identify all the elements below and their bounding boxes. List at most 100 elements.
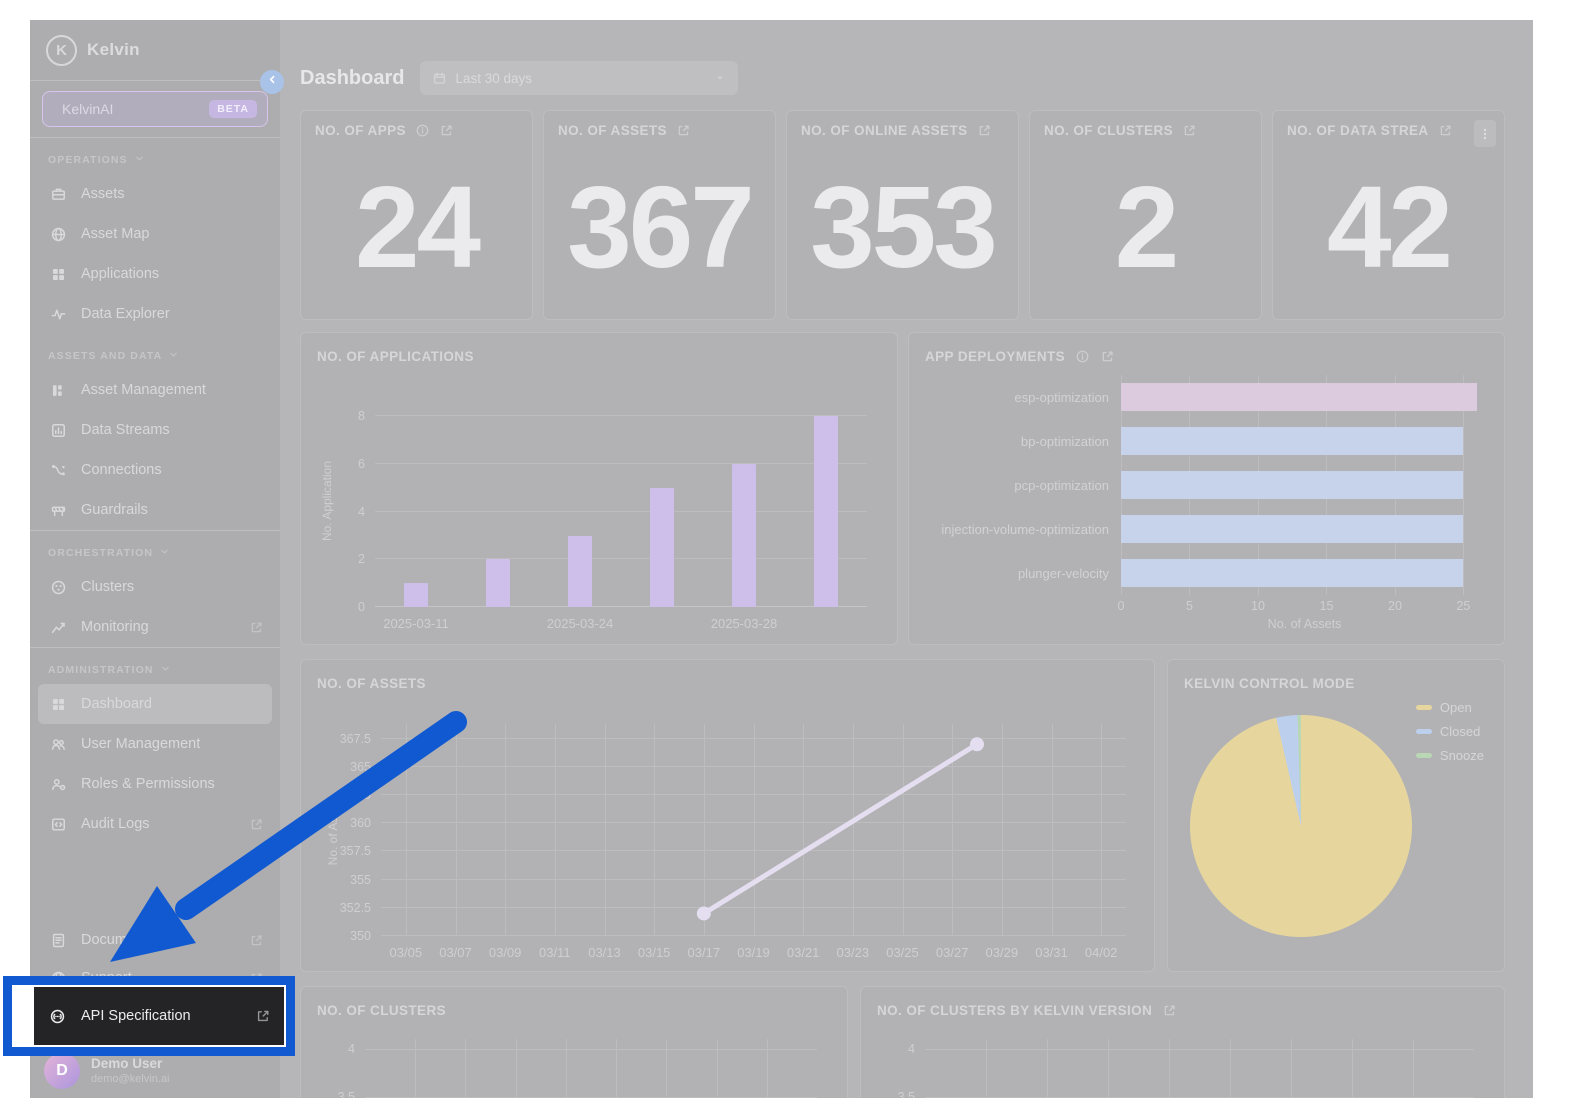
- external-link-icon[interactable]: [676, 123, 691, 138]
- stat-card-title-row: NO. OF CLUSTERS: [1044, 123, 1247, 138]
- api-specification-label: API Specification: [81, 1008, 191, 1024]
- section-title: ORCHESTRATION: [48, 547, 154, 559]
- sidebar-item-asset-management[interactable]: Asset Management: [38, 370, 272, 410]
- charts-row-1: NO. OF APPLICATIONS No. Application 8 6 4 2 0 2…: [300, 332, 1505, 645]
- sidebar-item-label: Clusters: [81, 579, 135, 595]
- y-tick-label: 3.5: [897, 1090, 915, 1098]
- sidebar-item-roles-permissions[interactable]: Roles & Permissions: [38, 764, 272, 804]
- info-icon[interactable]: [1075, 349, 1090, 364]
- asset-map-icon: [48, 224, 68, 244]
- sidebar-item-guardrails[interactable]: Guardrails: [38, 490, 272, 530]
- sidebar-item-api-specification[interactable]: API Specification: [34, 987, 284, 1045]
- deployment-label: pcp-optimization: [1014, 477, 1109, 493]
- assets-line-plot: No. of Assets 367.5 365 362.5 360 357.5 355 352…: [326, 724, 1126, 960]
- chevron-left-icon: [266, 73, 279, 91]
- gridline: [465, 1039, 467, 1098]
- no-of-clusters-by-kelvin-version-plot: 4 3.5: [898, 1039, 1474, 1098]
- kebab-menu-button[interactable]: [1474, 120, 1496, 147]
- x-tick-label: 0: [1117, 599, 1125, 613]
- sidebar-item-label: User Management: [81, 736, 201, 752]
- sidebar-item-label: Documentation: [81, 932, 179, 948]
- bar: [403, 583, 428, 607]
- sidebar-item-asset-map[interactable]: Asset Map: [38, 214, 272, 254]
- external-link-icon: [249, 817, 264, 832]
- user-menu[interactable]: D Demo User demo@kelvin.ai: [30, 1043, 280, 1098]
- y-tick-label: 3.5: [337, 1090, 355, 1098]
- sidebar-collapse-button[interactable]: [260, 70, 284, 94]
- user-email: demo@kelvin.ai: [91, 1072, 170, 1085]
- sidebar-item-applications[interactable]: Applications: [38, 254, 272, 294]
- gridline: [1108, 1039, 1109, 1098]
- chart-title: KELVIN CONTROL MODE: [1184, 675, 1355, 691]
- page-title: Dashboard: [300, 66, 405, 89]
- x-axis-ticks: 0 5 10 15 20 25: [1117, 595, 1484, 613]
- y-axis-label: No. of Assets: [326, 794, 340, 866]
- no-of-clusters-plot: 4 3.5: [338, 1039, 817, 1098]
- gridline: [1101, 724, 1103, 936]
- external-link-icon: [249, 620, 264, 635]
- documentation-icon: [48, 930, 68, 950]
- stat-card-no-of-clusters: NO. OF CLUSTERS 2: [1029, 110, 1262, 320]
- gridline: [716, 1039, 718, 1098]
- stat-cards-row: NO. OF APPS 24 NO. OF ASSETS 367 NO. OF ONLI…: [300, 110, 1505, 320]
- x-tick-label: 03/09: [488, 945, 522, 960]
- sidebar-item-user-management[interactable]: User Management: [38, 724, 272, 764]
- y-tick-label: 2: [358, 552, 365, 567]
- legend-label: Closed: [1439, 724, 1481, 739]
- clusters-icon: [48, 577, 68, 597]
- section-title: OPERATIONS: [48, 154, 128, 166]
- sidebar-item-dashboard[interactable]: Dashboard: [38, 684, 272, 724]
- x-tick-label: 04/02: [1084, 945, 1118, 960]
- legend-label: Open: [1439, 700, 1472, 715]
- user-meta: Demo User demo@kelvin.ai: [91, 1056, 169, 1087]
- x-tick-label: 5: [1186, 599, 1193, 613]
- deployment-row: bp-optimization: [925, 419, 1488, 463]
- x-tick-label: 15: [1319, 599, 1334, 613]
- bar: [650, 487, 674, 607]
- y-tick-label: 352.5: [339, 900, 371, 915]
- sidebar-item-clusters[interactable]: Clusters: [38, 567, 272, 607]
- x-tick-label: 03/21: [786, 945, 820, 960]
- date-range-select[interactable]: Last 30 days: [420, 61, 739, 95]
- sidebar-item-label: Roles & Permissions: [81, 776, 215, 792]
- y-tick-label: 365: [350, 759, 371, 774]
- sidebar-item-monitoring[interactable]: Monitoring: [38, 607, 272, 647]
- sidebar-item-connections[interactable]: Connections: [38, 450, 272, 490]
- line-series: [696, 737, 984, 921]
- chevron-down-icon: [134, 153, 145, 167]
- external-link-icon: [255, 1008, 271, 1024]
- sidebar-item-audit-logs[interactable]: Audit Logs: [38, 804, 272, 844]
- legend-item-open: Open: [1415, 700, 1484, 715]
- external-link-icon[interactable]: [1182, 123, 1197, 138]
- deployments-plot: esp-optimization bp-optimization pcp-optim…: [925, 375, 1488, 595]
- page-header: Dashboard Last 30 days: [300, 60, 1505, 96]
- sidebar-item-data-streams[interactable]: Data Streams: [38, 410, 272, 450]
- x-tick-label: 03/07: [439, 945, 472, 960]
- external-link-icon[interactable]: [977, 123, 992, 138]
- stat-card-no-of-apps: NO. OF APPS 24: [300, 110, 533, 320]
- assets-line-chart-card: NO. OF ASSETS No. of Assets 367.5 365 362.5 3…: [300, 659, 1155, 972]
- x-tick-label: 10: [1251, 599, 1265, 613]
- external-link-icon[interactable]: [1162, 1003, 1177, 1018]
- app-deployments-chart-card: APP DEPLOYMENTS esp-optimization bp-optimi…: [908, 332, 1505, 645]
- gridline: [616, 1039, 618, 1098]
- sidebar-item-label: Data Streams: [81, 422, 170, 438]
- gridline: [415, 1039, 417, 1098]
- external-link-icon[interactable]: [1100, 349, 1115, 364]
- gridline: [654, 724, 656, 936]
- chart-title: NO. OF CLUSTERS BY KELVIN VERSION: [877, 1002, 1153, 1018]
- stat-card-title: NO. OF ONLINE ASSETS: [801, 123, 968, 138]
- gridline: [766, 1039, 768, 1098]
- external-link-icon[interactable]: [439, 123, 454, 138]
- external-link-icon[interactable]: [1438, 123, 1453, 138]
- sidebar-item-data-explorer[interactable]: Data Explorer: [38, 294, 272, 334]
- avatar: D: [44, 1053, 80, 1089]
- info-icon[interactable]: [415, 123, 430, 138]
- sidebar-item-documentation[interactable]: Documentation: [38, 921, 272, 959]
- pie-legend: Open Closed Snooze: [1415, 700, 1484, 763]
- gridline: [375, 415, 867, 417]
- x-tick-label: 03/29: [985, 945, 1019, 960]
- sidebar-item-assets[interactable]: Assets: [38, 174, 272, 214]
- sidebar-item-kelvinai[interactable]: KelvinAI BETA: [42, 91, 268, 127]
- x-tick-label: 03/23: [836, 945, 870, 960]
